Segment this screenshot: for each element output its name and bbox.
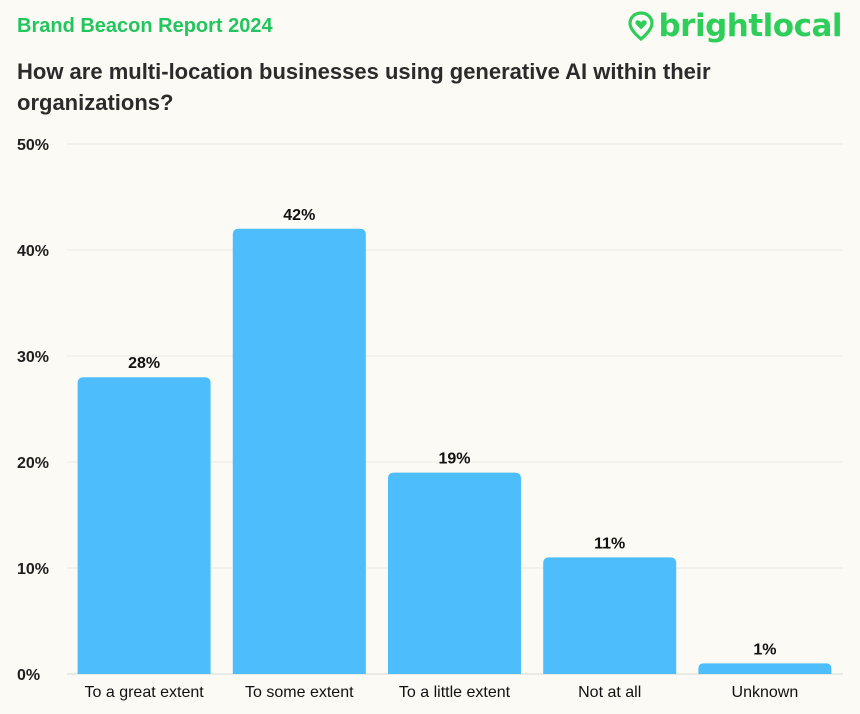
data-label: 1% [753,641,776,658]
bar-4 [698,663,832,674]
bar-0 [77,377,211,674]
bars [77,228,832,675]
data-label: 42% [283,207,315,224]
brand-name: brightlocal [658,8,842,44]
report-title: Brand Beacon Report 2024 [17,15,273,37]
y-tick-label: 0% [17,667,40,684]
data-label: 11% [594,535,625,552]
x-tick-label: To a great extent [85,684,205,701]
bar-3 [543,557,677,674]
chart-title: How are multi-location businesses using … [17,59,711,115]
x-tick-label: To some extent [245,684,354,701]
y-tick-label: 30% [17,349,49,366]
data-label: 19% [438,451,470,468]
location-pin-heart-icon [628,11,655,41]
y-tick-label: 40% [17,243,49,260]
x-tick-label: To a little extent [399,684,511,701]
bar-2 [388,472,521,674]
x-tick-label: Not at all [578,684,641,701]
y-tick-label: 20% [17,455,49,472]
y-tick-label: 10% [17,561,49,578]
bar-1 [232,228,366,675]
x-tick-label: Unknown [732,684,799,701]
brand-logo: brightlocal [628,8,842,44]
y-tick-label: 50% [17,137,49,154]
data-label: 28% [128,355,160,372]
labels: 0% 10% 20% 30% 40% 50% 28% To a great extent 42%… [17,137,798,701]
